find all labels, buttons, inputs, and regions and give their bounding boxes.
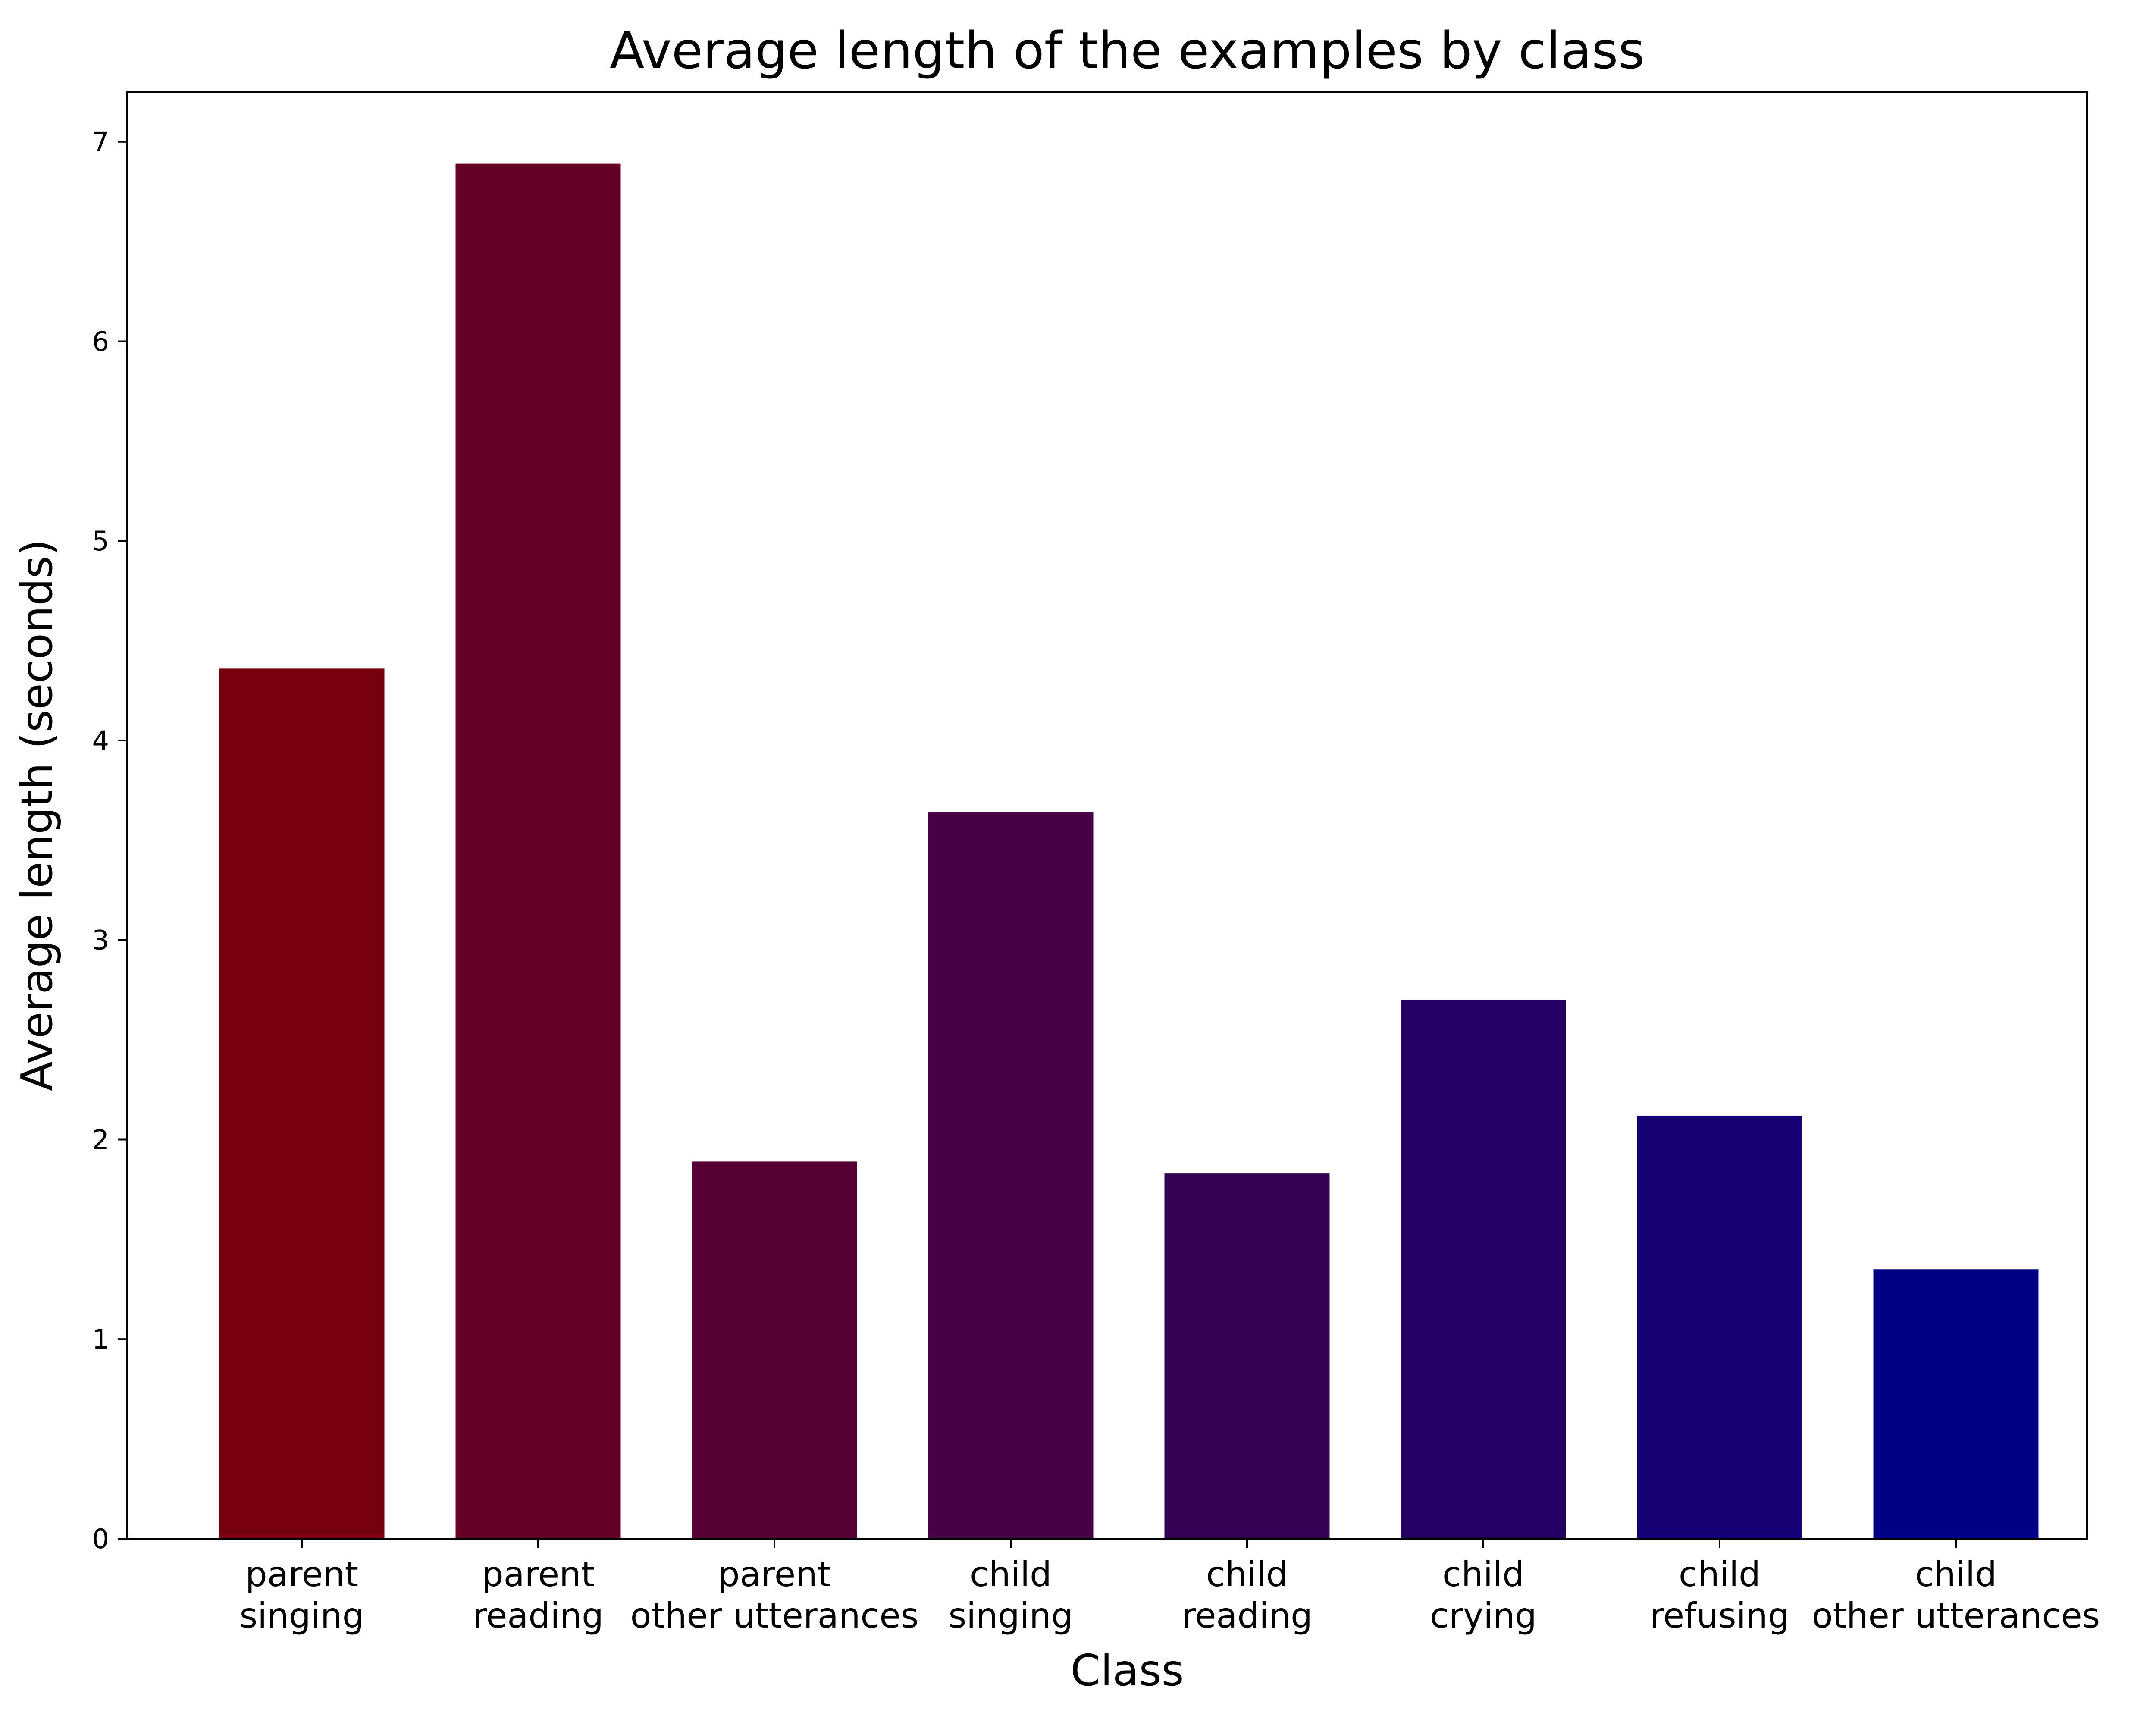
y-tick-label-7: 7 bbox=[92, 126, 109, 158]
x-tick-label-3: child singing bbox=[948, 1554, 1073, 1636]
bar-5 bbox=[1401, 1000, 1566, 1539]
x-tick-label-5: child crying bbox=[1430, 1554, 1537, 1636]
x-axis: parent singing parent reading parent other ut… bbox=[239, 1539, 2100, 1636]
bar-7 bbox=[1873, 1269, 2039, 1539]
y-tick-label-5: 5 bbox=[92, 525, 109, 557]
x-tick-label-0: parent singing bbox=[239, 1554, 364, 1636]
x-tick-label-6: child refusing bbox=[1650, 1554, 1790, 1636]
bars-group bbox=[219, 163, 2039, 1539]
y-axis-title: Average length (seconds) bbox=[12, 539, 62, 1091]
bar-1 bbox=[455, 163, 621, 1539]
x-tick-label-7: child other utterances bbox=[1812, 1554, 2100, 1636]
y-tick-label-2: 2 bbox=[92, 1124, 109, 1155]
y-axis: 0 1 2 3 4 5 6 7 bbox=[92, 126, 127, 1555]
x-tick-label-1: parent reading bbox=[473, 1554, 604, 1636]
chart-title: Average length of the examples by class bbox=[610, 21, 1645, 80]
bar-4 bbox=[1164, 1173, 1330, 1539]
bar-0 bbox=[219, 668, 385, 1539]
x-tick-label-2: parent other utterances bbox=[630, 1554, 919, 1636]
plot-frame bbox=[126, 91, 2088, 1540]
y-tick-label-4: 4 bbox=[92, 725, 109, 756]
y-tick-label-1: 1 bbox=[92, 1324, 109, 1355]
x-axis-title: Class bbox=[1070, 1645, 1184, 1696]
bar-2 bbox=[692, 1161, 857, 1539]
bar-3 bbox=[928, 812, 1094, 1539]
x-tick-label-4: child reading bbox=[1181, 1554, 1313, 1636]
bar-6 bbox=[1637, 1115, 1802, 1539]
y-tick-label-6: 6 bbox=[92, 326, 109, 357]
y-tick-label-3: 3 bbox=[92, 925, 109, 956]
y-tick-label-0: 0 bbox=[92, 1523, 109, 1555]
